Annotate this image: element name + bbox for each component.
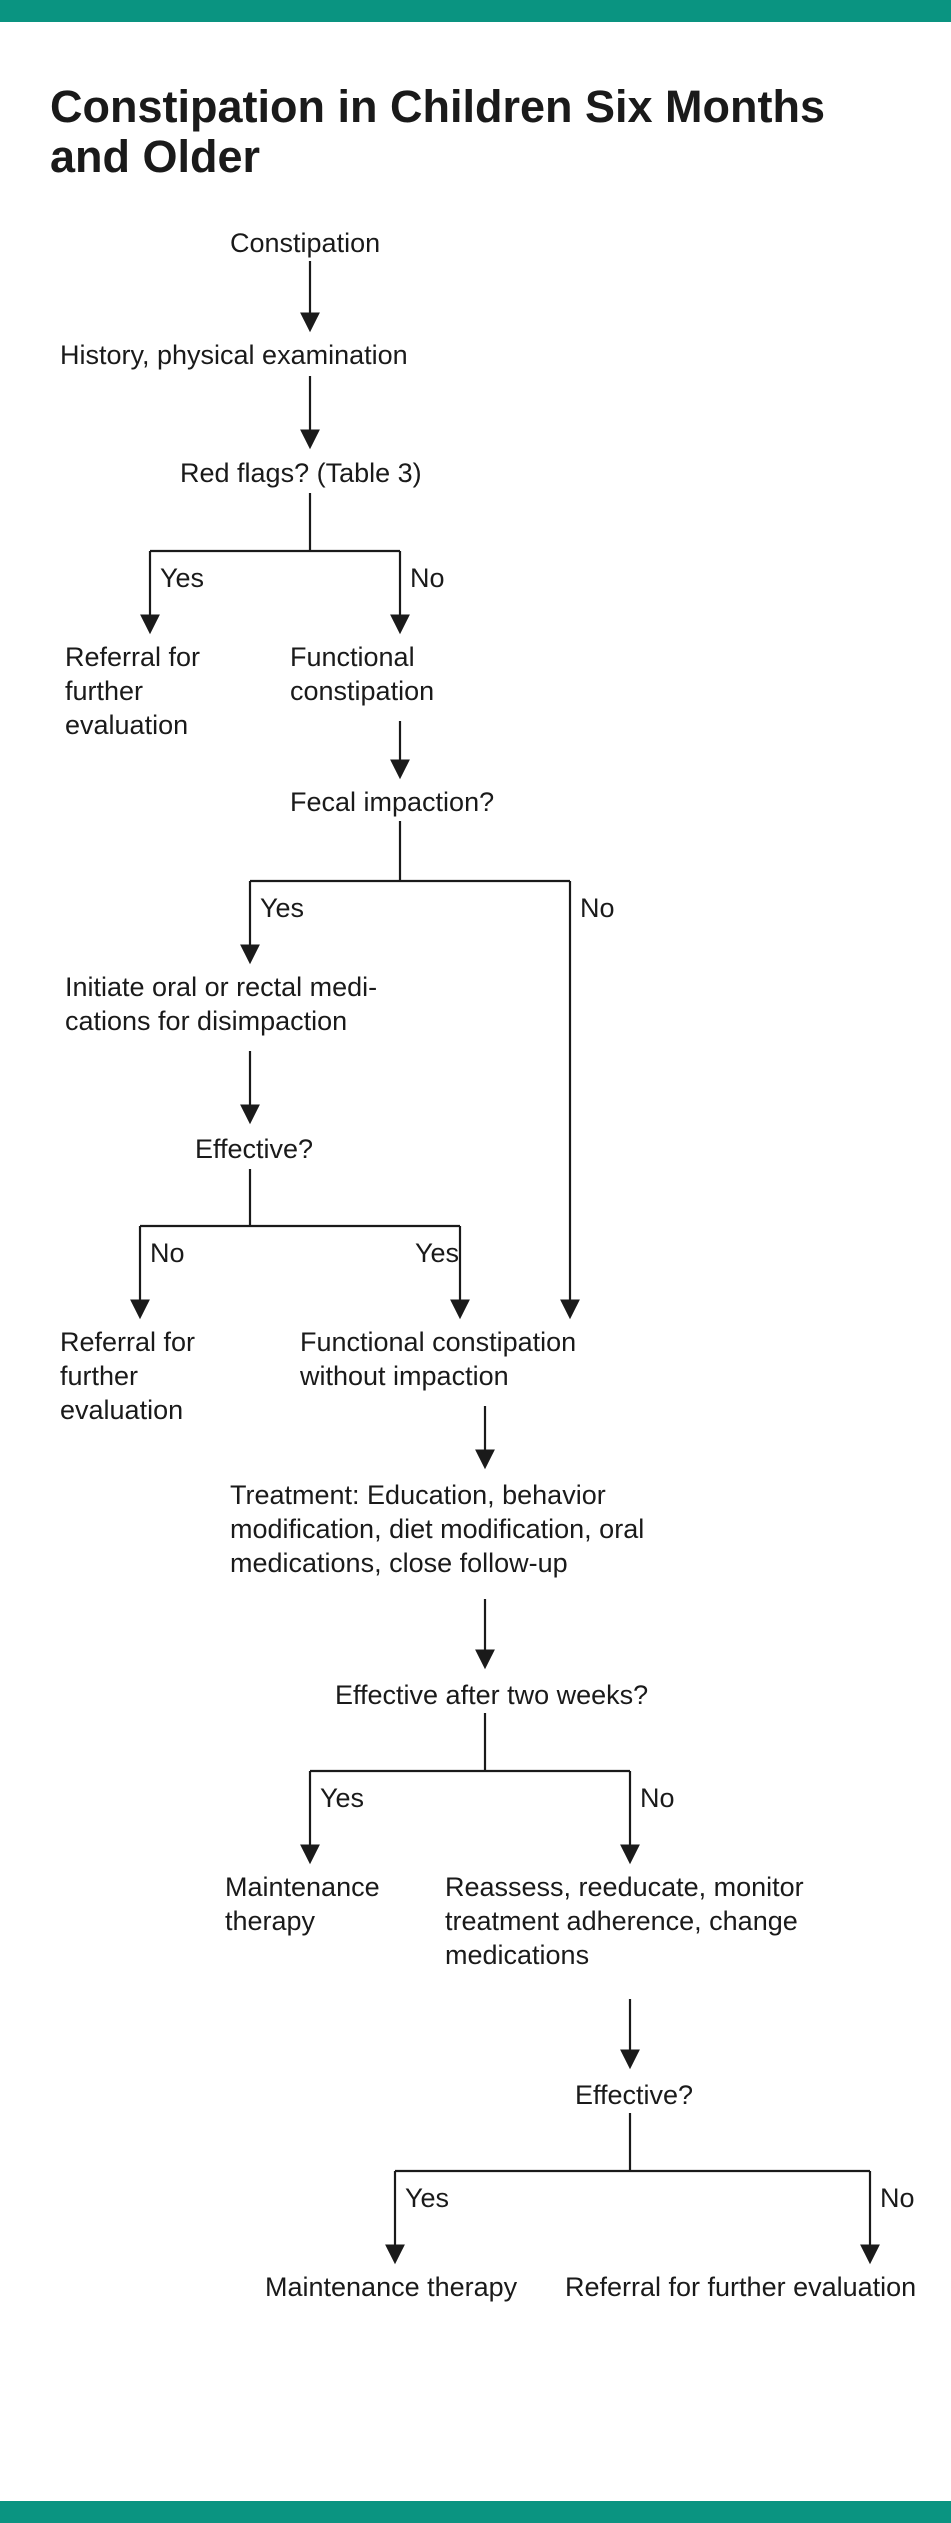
node-referral-3: Referral for further evaluation [565, 2271, 916, 2305]
node-reassess: Reassess, reeducate, monitor treatment a… [445, 1871, 865, 1972]
edge-label-no-effective2: No [880, 2183, 915, 2214]
node-maintenance-2: Maintenance therapy [265, 2271, 517, 2305]
edge-label-yes-redflags: Yes [160, 563, 204, 594]
edge-label-yes-effective2: Yes [405, 2183, 449, 2214]
edge-label-no-effective1: No [150, 1238, 185, 1269]
page-title: Constipation in Children Six Months and … [0, 52, 951, 191]
node-fecal-impaction: Fecal impaction? [290, 786, 494, 820]
top-accent-bar [0, 0, 951, 22]
edge-label-no-impaction: No [580, 893, 615, 924]
node-red-flags: Red flags? (Table 3) [180, 457, 422, 491]
node-functional-constipation: Functional constipation [290, 641, 490, 709]
bottom-accent-bar [0, 2501, 951, 2523]
node-referral-2: Referral for further evaluation [60, 1326, 225, 1427]
node-maintenance-1: Maintenance therapy [225, 1871, 425, 1939]
node-treatment: Treatment: Education, behavior modificat… [230, 1479, 710, 1580]
node-effective-2: Effective? [575, 2079, 693, 2113]
flowchart-canvas: Constipation History, physical examinati… [0, 221, 951, 2501]
node-referral-1: Referral for further evaluation [65, 641, 230, 742]
node-effective-1: Effective? [195, 1133, 313, 1167]
node-effective-two-weeks: Effective after two weeks? [335, 1679, 648, 1713]
edge-label-yes-impaction: Yes [260, 893, 304, 924]
edge-label-no-redflags: No [410, 563, 445, 594]
edge-label-yes-2wk: Yes [320, 1783, 364, 1814]
edge-label-no-2wk: No [640, 1783, 675, 1814]
edge-label-yes-effective1: Yes [415, 1238, 459, 1269]
node-initiate-medications: Initiate oral or rectal medi- cations fo… [65, 971, 485, 1039]
node-history-exam: History, physical examination [60, 339, 580, 373]
node-constipation: Constipation [230, 227, 380, 261]
node-functional-no-impaction: Functional constipation without impactio… [300, 1326, 630, 1394]
page: Constipation in Children Six Months and … [0, 0, 951, 2523]
